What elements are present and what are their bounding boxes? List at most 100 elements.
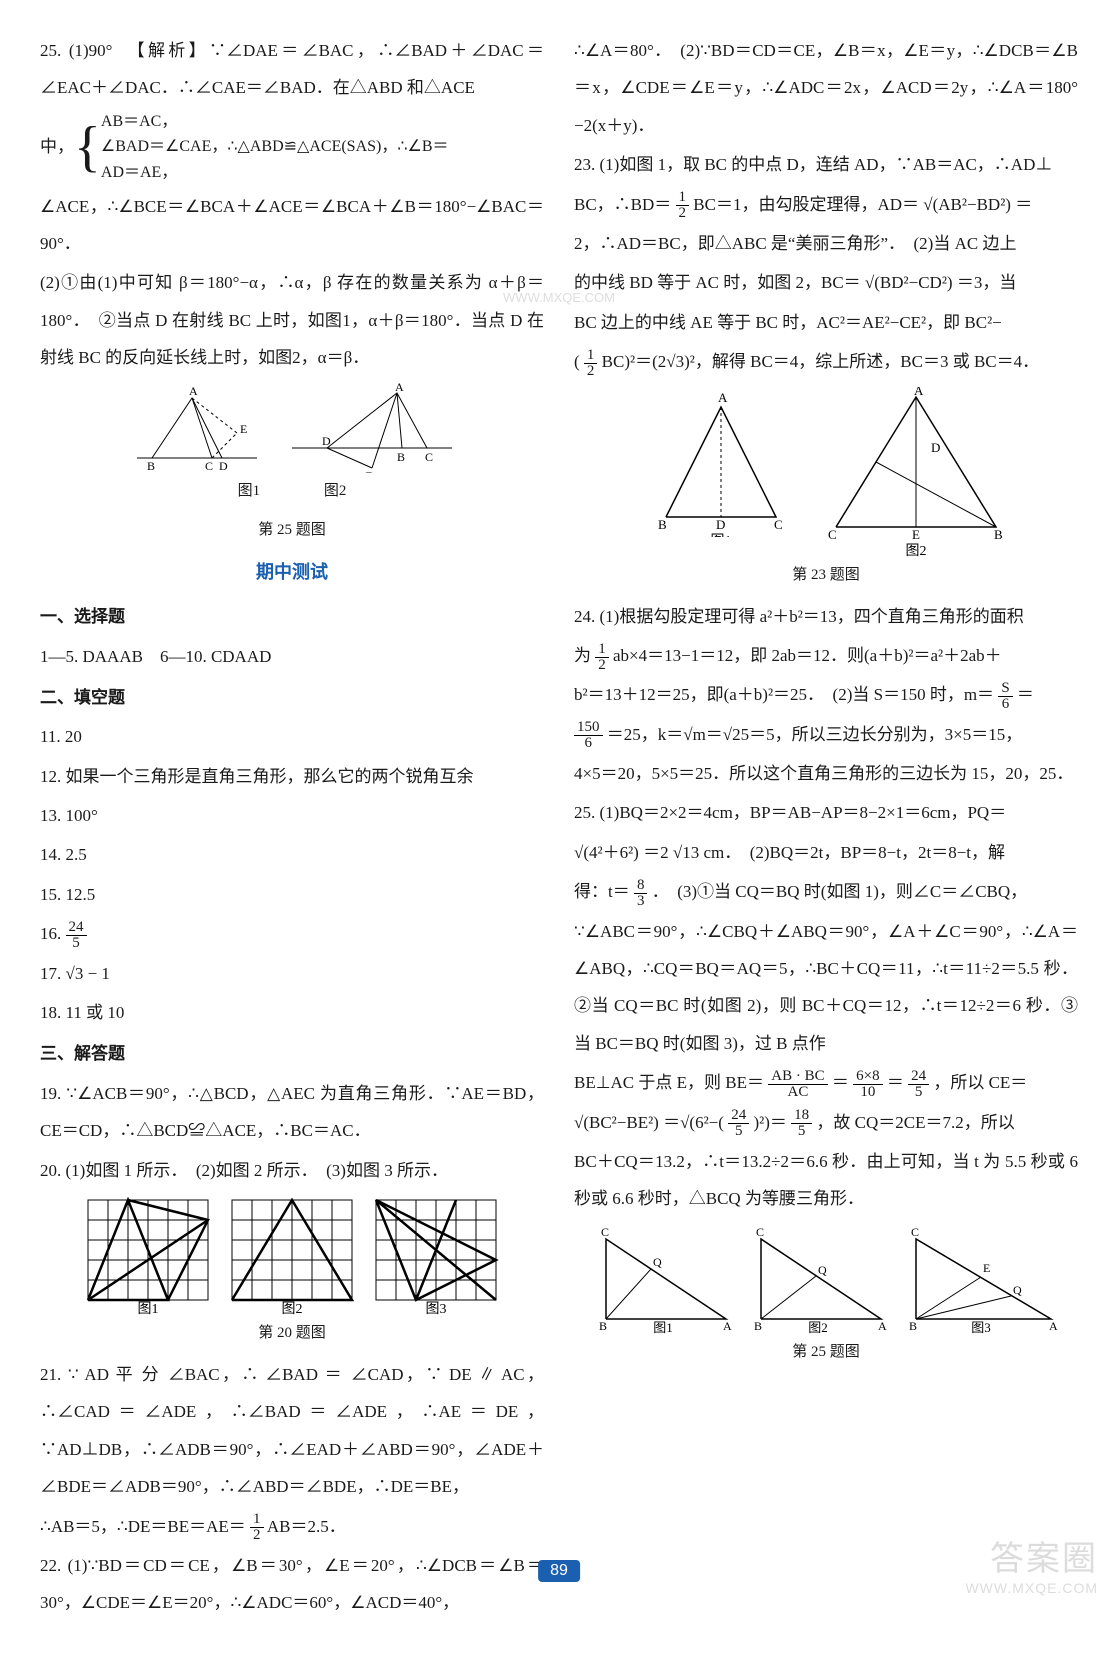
a21: 21. ∵ AD 平 分 ∠BAC，∴ ∠BAD ＝ ∠CAD，∵ DE ∥ A… xyxy=(40,1356,544,1506)
svg-text:C: C xyxy=(774,517,783,532)
q25-line4: (2)①由(1)中可知 β＝180°−α，∴α，β 存在的数量关系为 α＋β＝1… xyxy=(40,264,544,376)
svg-text:D: D xyxy=(716,517,725,532)
a20: 20. (1)如图 1 所示． (2)如图 2 所示． (3)如图 3 所示． xyxy=(40,1152,544,1189)
svg-text:B: B xyxy=(599,1319,607,1333)
r25e-f1n: AB · BC xyxy=(768,1069,827,1085)
r23a2-mid: BC＝1，由勾股定理得，AD＝ xyxy=(693,195,919,214)
svg-text:B: B xyxy=(994,527,1003,542)
r25f-m2: )²)＝ xyxy=(753,1113,786,1132)
svg-text:E: E xyxy=(365,469,372,473)
brace-row2: ∠BAD＝∠CAE，∴△ABD≌△ACE(SAS)，∴∠B＝ xyxy=(101,138,449,155)
center-watermark: WWW.MXQE.COM xyxy=(503,290,615,305)
svg-text:图1: 图1 xyxy=(138,1302,159,1315)
r23a6-pre: ( xyxy=(574,352,580,371)
fig23-l1: 图1 xyxy=(711,534,732,537)
r25e-f1d: AC xyxy=(768,1085,827,1100)
a19: 19. ∵∠ACB＝90°，∴△BCD，△AEC 为直角三角形．∵AE＝BD，C… xyxy=(40,1075,544,1150)
r25b-sq: √(4²＋6²) xyxy=(574,843,639,862)
svg-text:Q: Q xyxy=(1013,1283,1022,1297)
svg-text:C: C xyxy=(911,1225,919,1239)
q25-brace: 中， { AB＝AC， ∠BAD＝∠CAE，∴△ABD≌△ACE(SAS)，∴∠… xyxy=(40,109,544,186)
r23a2-sq: √(AB²−BD²) xyxy=(923,195,1011,214)
fig25b-1: CB AQ 图1 xyxy=(591,1224,736,1334)
r25e-f3n: 24 xyxy=(908,1069,929,1085)
a21b-d: 2 xyxy=(250,1528,264,1543)
brace-row3: AD＝AE， xyxy=(101,164,177,181)
r22b: ∴∠A＝80°． (2)∵BD＝CD＝CE，∠B＝x，∠E＝y，∴∠DCB＝∠B… xyxy=(574,32,1078,144)
fig25-caption: 第 25 题图 xyxy=(40,514,544,547)
fig20-row: 图1 图2 xyxy=(40,1195,544,1315)
r25a: 25. (1)BQ＝2×2＝4cm，BP＝AB−AP＝8−2×1＝6cm，PQ＝ xyxy=(574,794,1078,831)
svg-text:E: E xyxy=(912,527,920,542)
a16: 16. 245 xyxy=(40,915,544,952)
svg-text:D: D xyxy=(322,434,331,448)
fig25-svg1: BC DA E xyxy=(127,383,267,473)
r23a4-post: ＝3，当 xyxy=(957,273,1017,292)
r23a2-post: ＝ xyxy=(1015,195,1032,214)
r24e: 4×5＝20，5×5＝25．所以这个直角三角形的三边长为 15，20，25． xyxy=(574,755,1078,792)
a13: 13. 100° xyxy=(40,797,544,834)
r24c: b²＝13＋12＝25，即(a＋b)²＝25． (2)当 S＝150 时，m＝ … xyxy=(574,676,1078,713)
r25e-f3d: 5 xyxy=(908,1085,929,1100)
r25e-m1: ＝ xyxy=(832,1073,849,1092)
r23a5: BC 边上的中线 AE 等于 BC 时，AC²＝AE²−CE²，即 BC²− xyxy=(574,304,1078,341)
fig23-2: A C E B D 图2 xyxy=(816,387,1006,557)
r23a4-pre: 的中线 BD 等于 AC 时，如图 2，BC＝ xyxy=(574,273,861,292)
fig20-2: 图2 xyxy=(227,1195,357,1315)
svg-text:B: B xyxy=(147,459,155,473)
q25-line3: ∠ACE，∴∠BCE＝∠BCA＋∠ACE＝∠BCA＋∠B＝180°−∠BAC＝9… xyxy=(40,188,544,263)
r25f-post: ，故 CQ＝2CE＝7.2，所以 xyxy=(816,1113,1014,1132)
a18: 18. 11 或 10 xyxy=(40,994,544,1031)
r25e-pre: BE⊥AC 于点 E，则 BE＝ xyxy=(574,1073,764,1092)
r23a2-pre: BC，∴BD＝ xyxy=(574,195,671,214)
heading-choice: 一、选择题 xyxy=(40,598,544,635)
q25-brace-pre: 中， xyxy=(40,128,74,165)
r25f-m1: ＝√(6²−( xyxy=(663,1113,724,1132)
r23a6-n: 1 xyxy=(584,348,598,364)
r23a4: 的中线 BD 等于 AC 时，如图 2，BC＝ √(BD²−CD²) ＝3，当 xyxy=(574,264,1078,301)
r23a6: ( 12 BC)²＝(2√3)²，解得 BC＝4，综上所述，BC＝3 或 BC＝… xyxy=(574,343,1078,380)
fig23-row: A B D C 图1 A C E B D 图2 xyxy=(574,387,1078,557)
r24d-n: 150 xyxy=(574,720,603,736)
r24c-post: ＝ xyxy=(1017,685,1034,704)
r24d-d: 6 xyxy=(574,736,603,751)
r23a2-n: 1 xyxy=(676,190,690,206)
fig25-l1: 图1 xyxy=(238,483,261,499)
page-number: 89 xyxy=(538,1560,580,1582)
midtest-title: 期中测试 xyxy=(40,553,544,593)
fig25b-caption: 第 25 题图 xyxy=(574,1336,1078,1369)
brace-row1: AB＝AC， xyxy=(101,113,177,130)
r25c-pre: 得：t＝ xyxy=(574,882,630,901)
a14: 14. 2.5 xyxy=(40,836,544,873)
svg-text:C: C xyxy=(828,527,837,542)
r24c-d: 6 xyxy=(998,697,1012,712)
svg-text:C: C xyxy=(205,459,213,473)
r25b: √(4²＋6²) ＝2 √13 cm． (2)BQ＝2t，BP＝8−t，2t＝8… xyxy=(574,834,1078,871)
r25f-n: 24 xyxy=(728,1108,749,1124)
fig25b-3: CB A EQ 图3 xyxy=(901,1224,1061,1334)
r23a6-mid: BC)²＝(2√3)²，解得 BC＝4，综上所述，BC＝3 或 BC＝4． xyxy=(602,352,1039,371)
a16-n: 24 xyxy=(66,920,87,936)
r25e-f2n: 6×8 xyxy=(853,1069,882,1085)
svg-text:图2: 图2 xyxy=(808,1320,828,1334)
r24a: 24. (1)根据勾股定理可得 a²＋b²＝13，四个直角三角形的面积 xyxy=(574,598,1078,635)
fig23-caption: 第 23 题图 xyxy=(574,559,1078,592)
heading-solve: 三、解答题 xyxy=(40,1035,544,1072)
svg-text:图3: 图3 xyxy=(426,1302,447,1315)
svg-text:Q: Q xyxy=(653,1255,662,1269)
r24b-n: 1 xyxy=(595,642,609,658)
svg-text:A: A xyxy=(189,384,198,398)
a21b-post: AB＝2.5． xyxy=(267,1517,346,1536)
svg-text:B: B xyxy=(909,1319,917,1333)
svg-text:A: A xyxy=(395,383,404,394)
svg-text:A: A xyxy=(1049,1319,1058,1333)
r25g: BC＋CQ＝13.2，∴t＝13.2÷2＝6.6 秒．由上可知，当 t 为 5.… xyxy=(574,1143,1078,1218)
brace-icon: { xyxy=(74,122,101,172)
r25e-post: ，所以 CE＝ xyxy=(933,1073,1027,1092)
svg-text:Q: Q xyxy=(818,1263,827,1277)
r24b-d: 2 xyxy=(595,658,609,673)
r25e-f2d: 10 xyxy=(853,1085,882,1100)
r23a4-sq: √(BD²−CD²) xyxy=(865,273,953,292)
svg-text:图3: 图3 xyxy=(971,1320,991,1334)
r25f-sq: √(BC²−BE²) xyxy=(574,1113,659,1132)
